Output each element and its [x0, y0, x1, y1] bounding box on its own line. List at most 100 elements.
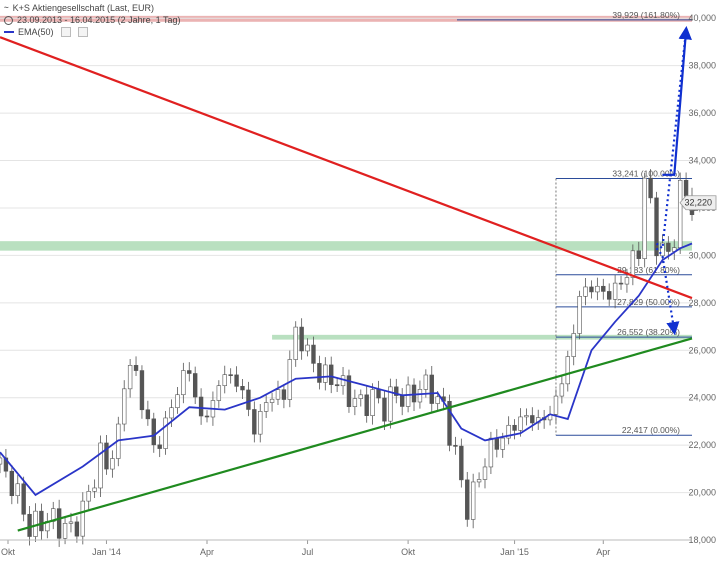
candle-body — [370, 389, 375, 416]
current-price-label: 32,220 — [684, 198, 712, 208]
candle-body — [157, 444, 162, 449]
candle-body — [660, 242, 665, 257]
support-zone-1 — [272, 334, 692, 340]
candle-body — [234, 374, 239, 387]
candle-body — [317, 363, 322, 383]
candle-body — [169, 407, 174, 419]
fib-level-label: 27,829 (50.00%) — [617, 297, 680, 307]
candle-body — [683, 179, 689, 197]
candle-body — [246, 389, 251, 410]
scenario-arrow-0 — [662, 26, 692, 176]
indicator-close-icon[interactable] — [77, 27, 88, 37]
candle-body — [553, 395, 559, 415]
ema-line — [0, 242, 693, 497]
candle-body — [654, 197, 659, 257]
y-tick-label: 20,000 — [688, 488, 716, 498]
candle-body — [394, 386, 399, 396]
candle-body — [263, 402, 269, 412]
candle-body — [145, 409, 151, 420]
y-tick-label: 36,000 — [688, 108, 716, 118]
candle-body — [198, 396, 204, 417]
candle-body — [589, 286, 594, 293]
candle-body — [512, 424, 517, 431]
candle-body — [423, 374, 429, 390]
x-tick-label: Jan '15 — [500, 547, 529, 557]
scenario-arrow-2 — [655, 247, 680, 336]
candle-body — [74, 521, 80, 537]
candle-body — [429, 374, 434, 404]
candle-body — [530, 415, 535, 424]
fib-level-label: 33,241 (100.00%) — [612, 169, 680, 179]
candle-body — [33, 510, 38, 537]
candle-body — [216, 385, 222, 401]
chart-legend: ~ K+S Aktiengesellschaft (Last, EUR) 23.… — [4, 2, 180, 38]
x-tick-label: Okt — [1, 547, 16, 557]
candle-body — [275, 389, 281, 400]
indicator-settings-icon[interactable] — [60, 27, 71, 37]
chart-type-icon: ~ — [4, 3, 9, 12]
candle-body — [346, 375, 352, 407]
candle-body — [27, 513, 32, 537]
candle-body — [15, 483, 20, 497]
candle-body — [9, 470, 15, 497]
candle-body — [388, 386, 393, 422]
candle-body — [252, 409, 257, 435]
candle-body — [139, 370, 145, 411]
candle-body — [506, 424, 511, 439]
candle-body — [411, 384, 417, 403]
y-tick-label: 26,000 — [688, 345, 716, 355]
candle-body — [127, 365, 133, 390]
candle-body — [104, 442, 109, 470]
candle-body — [488, 437, 494, 468]
legend-range-row: 23.09.2013 - 16.04.2015 (2 Jahre, 1 Tag) — [4, 14, 180, 26]
candlesticks — [0, 169, 695, 547]
y-tick-label: 38,000 — [688, 61, 716, 71]
candle-body — [470, 481, 476, 520]
candle-body — [222, 374, 227, 386]
candle-body — [417, 389, 423, 403]
candle-body — [677, 179, 683, 249]
current-price-badge — [679, 195, 717, 211]
target-zone — [0, 15, 692, 22]
legend-indicator-row[interactable]: EMA(50) — [4, 26, 180, 38]
legend-indicator[interactable]: EMA(50) — [18, 27, 54, 37]
candle-body — [595, 285, 600, 293]
candle-body — [323, 364, 328, 383]
candle-body — [583, 286, 588, 297]
candle-body — [559, 383, 565, 397]
candle-body — [601, 285, 606, 292]
candle-body — [524, 415, 529, 418]
candle-body — [358, 394, 363, 399]
y-tick-label: 30,000 — [688, 250, 716, 260]
y-tick-label: 22,000 — [688, 440, 716, 450]
candle-body — [618, 282, 624, 285]
candle-body — [56, 508, 62, 539]
candle-body — [305, 344, 310, 352]
y-tick-label: 18,000 — [688, 535, 716, 545]
candle-body — [175, 394, 180, 409]
candle-body — [269, 398, 275, 403]
y-tick-label: 34,000 — [688, 156, 716, 166]
candle-body — [565, 356, 570, 385]
candle-body — [476, 479, 482, 483]
candle-body — [98, 442, 103, 489]
y-tick-label: 28,000 — [688, 298, 716, 308]
candle-body — [311, 344, 316, 364]
x-tick-label: Jul — [302, 547, 314, 557]
candle-body — [648, 177, 653, 199]
candle-body — [68, 521, 74, 524]
candle-body — [258, 411, 263, 435]
legend-title-row: ~ K+S Aktiengesellschaft (Last, EUR) — [4, 2, 180, 14]
candle-body — [151, 418, 156, 446]
candle-body — [86, 491, 91, 502]
candle-body — [612, 282, 618, 300]
trend-lines — [0, 36, 693, 532]
candle-body — [39, 510, 44, 532]
candle-body — [630, 250, 636, 278]
axes: 18,000 20,000 22,000 24,000 26,000 28,000 30,0… — [0, 13, 717, 557]
candle-body — [571, 333, 576, 357]
fib-level-label: 29,183 (61.80%) — [617, 265, 680, 275]
ema-layer — [0, 242, 693, 497]
legend-range: 23.09.2013 - 16.04.2015 (2 Jahre, 1 Tag) — [17, 15, 181, 25]
